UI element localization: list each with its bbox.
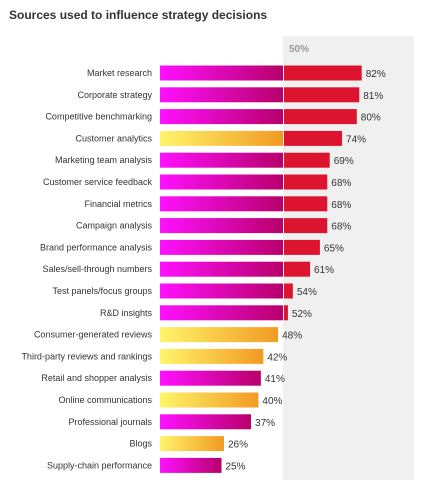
category-label: Customer analytics	[75, 133, 152, 143]
bar-segment-below-reference	[160, 327, 279, 343]
value-label: 40%	[262, 396, 282, 407]
value-label: 74%	[346, 134, 366, 145]
category-label: Consumer-generated reviews	[34, 330, 153, 340]
value-label: 80%	[361, 113, 381, 124]
value-label: 26%	[228, 440, 248, 451]
bar-segment-above-reference	[284, 196, 328, 212]
category-label: Blogs	[129, 439, 152, 449]
bar-segment-below-reference	[160, 218, 283, 234]
value-label: 37%	[255, 418, 275, 429]
bar-segment-below-reference	[160, 65, 283, 81]
category-label: Market research	[87, 68, 152, 78]
value-label: 52%	[292, 309, 312, 320]
bar-segment-above-reference	[284, 218, 328, 234]
category-label: Test panels/focus groups	[52, 286, 152, 296]
bar-segment-below-reference	[160, 370, 261, 386]
value-label: 69%	[334, 156, 354, 167]
chart-title: Sources used to influence strategy decis…	[9, 8, 268, 22]
category-label: Online communications	[58, 395, 152, 405]
bar-segment-above-reference	[284, 174, 328, 190]
bar-segment-below-reference	[160, 109, 283, 125]
value-label: 54%	[297, 287, 317, 298]
bar-segment-above-reference	[284, 261, 311, 277]
bar-segment-below-reference	[160, 348, 264, 364]
bar-segment-below-reference	[160, 414, 252, 430]
value-label: 68%	[331, 222, 351, 233]
reference-line-label: 50%	[289, 44, 309, 55]
reference-panel	[283, 36, 414, 480]
bar-segment-above-reference	[284, 87, 360, 103]
value-label: 68%	[331, 200, 351, 211]
bar-segment-below-reference	[160, 261, 283, 277]
value-label: 48%	[282, 331, 302, 342]
category-label: Professional journals	[68, 417, 152, 427]
category-label: Retail and shopper analysis	[41, 373, 152, 383]
category-label: Brand performance analysis	[40, 242, 153, 252]
bar-segment-below-reference	[160, 392, 259, 408]
category-label: Corporate strategy	[77, 90, 152, 100]
value-label: 82%	[366, 69, 386, 80]
category-label: Supply-chain performance	[47, 460, 152, 470]
bar-segment-below-reference	[160, 239, 283, 255]
category-label: Marketing team analysis	[55, 155, 153, 165]
bar-segment-below-reference	[160, 457, 222, 473]
value-label: 61%	[314, 265, 334, 276]
category-label: Campaign analysis	[76, 221, 153, 231]
value-label: 42%	[267, 352, 287, 363]
bar-segment-above-reference	[284, 239, 320, 255]
bar-segment-below-reference	[160, 196, 283, 212]
bar-segment-above-reference	[284, 130, 343, 146]
bar-segment-below-reference	[160, 436, 224, 452]
bar-segment-below-reference	[160, 174, 283, 190]
category-label: Competitive benchmarking	[45, 112, 152, 122]
category-label: Financial metrics	[84, 199, 152, 209]
category-label: Sales/sell-through numbers	[42, 264, 152, 274]
bar-segment-above-reference	[284, 283, 293, 299]
value-label: 68%	[331, 178, 351, 189]
category-label: Third-party reviews and rankings	[21, 351, 152, 361]
category-label: R&D insights	[100, 308, 153, 318]
value-label: 65%	[324, 243, 344, 254]
bar-segment-above-reference	[284, 65, 362, 81]
bar-segment-below-reference	[160, 87, 283, 103]
bar-segment-below-reference	[160, 305, 283, 321]
bar-segment-below-reference	[160, 152, 283, 168]
bar-segment-above-reference	[284, 109, 357, 125]
category-label: Customer service feedback	[43, 177, 153, 187]
value-label: 25%	[226, 461, 246, 472]
value-label: 41%	[265, 374, 285, 385]
bar-segment-above-reference	[284, 152, 330, 168]
bar-segment-below-reference	[160, 283, 283, 299]
bar-segment-below-reference	[160, 130, 283, 146]
bar-segment-above-reference	[284, 305, 288, 321]
value-label: 81%	[363, 91, 383, 102]
